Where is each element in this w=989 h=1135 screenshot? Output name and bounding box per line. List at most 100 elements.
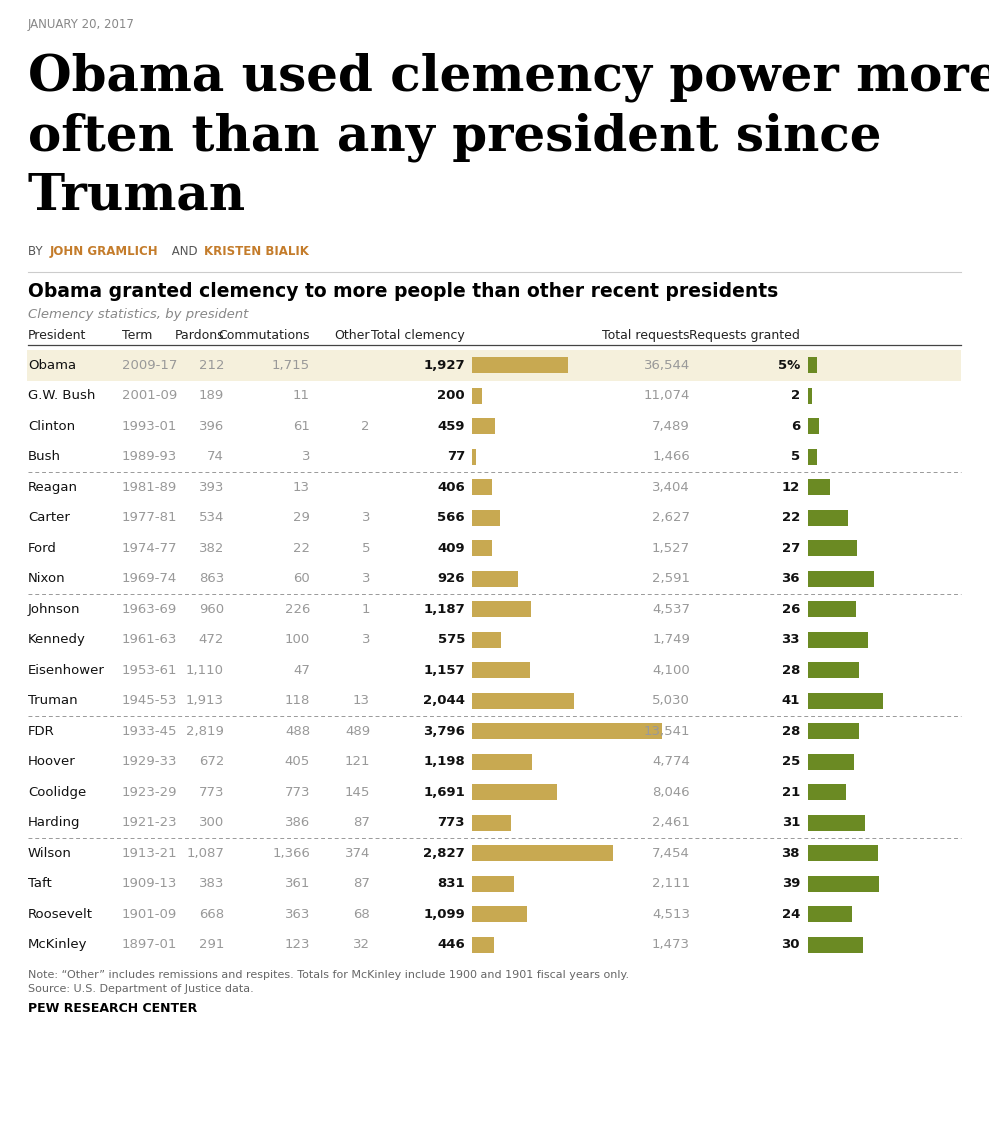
Text: 300: 300 [199, 816, 224, 830]
Text: 5: 5 [362, 541, 370, 555]
Bar [472, 388, 482, 404]
Text: Clinton: Clinton [28, 420, 75, 432]
Text: 488: 488 [285, 725, 310, 738]
Text: 5,030: 5,030 [652, 695, 690, 707]
Text: 1897-01: 1897-01 [122, 939, 177, 951]
Bar [472, 632, 500, 648]
Text: JOHN GRAMLICH: JOHN GRAMLICH [50, 245, 158, 258]
Text: 1981-89: 1981-89 [122, 481, 177, 494]
Text: 1921-23: 1921-23 [122, 816, 178, 830]
Text: JANUARY 20, 2017: JANUARY 20, 2017 [28, 18, 135, 31]
Text: Carter: Carter [28, 511, 70, 524]
Text: 74: 74 [207, 451, 224, 463]
Text: 226: 226 [285, 603, 310, 616]
Text: Ford: Ford [28, 541, 57, 555]
Bar [808, 754, 854, 770]
Bar [472, 419, 494, 435]
Text: Truman: Truman [28, 695, 77, 707]
Text: 41: 41 [781, 695, 800, 707]
Text: 960: 960 [199, 603, 224, 616]
Bar [472, 479, 493, 495]
Bar [808, 876, 879, 892]
Text: 24: 24 [781, 908, 800, 920]
Text: Source: U.S. Department of Justice data.: Source: U.S. Department of Justice data. [28, 984, 254, 994]
Bar [27, 350, 961, 380]
Text: 77: 77 [447, 451, 465, 463]
Text: Bush: Bush [28, 451, 61, 463]
Text: 13: 13 [353, 695, 370, 707]
Bar [472, 540, 493, 556]
Bar [808, 846, 877, 861]
Text: 773: 773 [199, 785, 224, 799]
Bar [808, 907, 852, 922]
Bar [808, 510, 849, 526]
Text: 1,466: 1,466 [653, 451, 690, 463]
Text: G.W. Bush: G.W. Bush [28, 389, 95, 402]
Text: 121: 121 [344, 755, 370, 768]
Bar [472, 754, 532, 770]
Text: 383: 383 [199, 877, 224, 890]
Bar [808, 358, 817, 373]
Bar [808, 815, 864, 831]
Text: 2: 2 [791, 389, 800, 402]
Bar [808, 632, 868, 648]
Text: Reagan: Reagan [28, 481, 78, 494]
Text: 926: 926 [437, 572, 465, 586]
Text: 1969-74: 1969-74 [122, 572, 177, 586]
Text: 100: 100 [285, 633, 310, 646]
Text: 4,774: 4,774 [652, 755, 690, 768]
Text: Eisenhower: Eisenhower [28, 664, 105, 676]
Text: Requests granted: Requests granted [689, 329, 800, 342]
Text: 1,927: 1,927 [423, 359, 465, 372]
Text: 13: 13 [293, 481, 310, 494]
Text: 575: 575 [437, 633, 465, 646]
Text: 2,627: 2,627 [652, 511, 690, 524]
Text: 22: 22 [781, 511, 800, 524]
Text: 6: 6 [791, 420, 800, 432]
Text: 405: 405 [285, 755, 310, 768]
Text: 22: 22 [293, 541, 310, 555]
Text: 396: 396 [199, 420, 224, 432]
Bar [472, 784, 557, 800]
Text: 459: 459 [437, 420, 465, 432]
Text: 1953-61: 1953-61 [122, 664, 177, 676]
Text: 5%: 5% [777, 359, 800, 372]
Text: 123: 123 [285, 939, 310, 951]
Text: 36,544: 36,544 [644, 359, 690, 372]
Text: 212: 212 [199, 359, 224, 372]
Bar [472, 846, 613, 861]
Text: 3,404: 3,404 [653, 481, 690, 494]
Bar [808, 936, 862, 952]
Text: Clemency statistics, by president: Clemency statistics, by president [28, 308, 248, 321]
Text: 1,087: 1,087 [186, 847, 224, 859]
Text: 1,198: 1,198 [423, 755, 465, 768]
Text: 489: 489 [345, 725, 370, 738]
Text: 1,099: 1,099 [423, 908, 465, 920]
Text: 1989-93: 1989-93 [122, 451, 177, 463]
Text: Obama used clemency power more: Obama used clemency power more [28, 52, 989, 101]
Text: 61: 61 [293, 420, 310, 432]
Text: 7,454: 7,454 [652, 847, 690, 859]
Text: 200: 200 [437, 389, 465, 402]
Text: 5: 5 [791, 451, 800, 463]
Text: 472: 472 [199, 633, 224, 646]
Text: 409: 409 [437, 541, 465, 555]
Text: 773: 773 [285, 785, 310, 799]
Text: 118: 118 [285, 695, 310, 707]
Text: 831: 831 [437, 877, 465, 890]
Text: KRISTEN BIALIK: KRISTEN BIALIK [204, 245, 309, 258]
Text: Nixon: Nixon [28, 572, 65, 586]
Text: 39: 39 [781, 877, 800, 890]
Text: 1929-33: 1929-33 [122, 755, 177, 768]
Text: 672: 672 [199, 755, 224, 768]
Text: 1,715: 1,715 [272, 359, 310, 372]
Text: 33: 33 [781, 633, 800, 646]
Text: 1923-29: 1923-29 [122, 785, 177, 799]
Text: McKinley: McKinley [28, 939, 87, 951]
Text: 1993-01: 1993-01 [122, 420, 177, 432]
Text: 1909-13: 1909-13 [122, 877, 177, 890]
Text: 11: 11 [293, 389, 310, 402]
Bar [472, 663, 530, 679]
Text: 773: 773 [437, 816, 465, 830]
Text: 863: 863 [199, 572, 224, 586]
